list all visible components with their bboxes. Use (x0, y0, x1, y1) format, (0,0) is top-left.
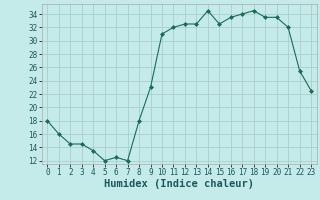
X-axis label: Humidex (Indice chaleur): Humidex (Indice chaleur) (104, 179, 254, 189)
